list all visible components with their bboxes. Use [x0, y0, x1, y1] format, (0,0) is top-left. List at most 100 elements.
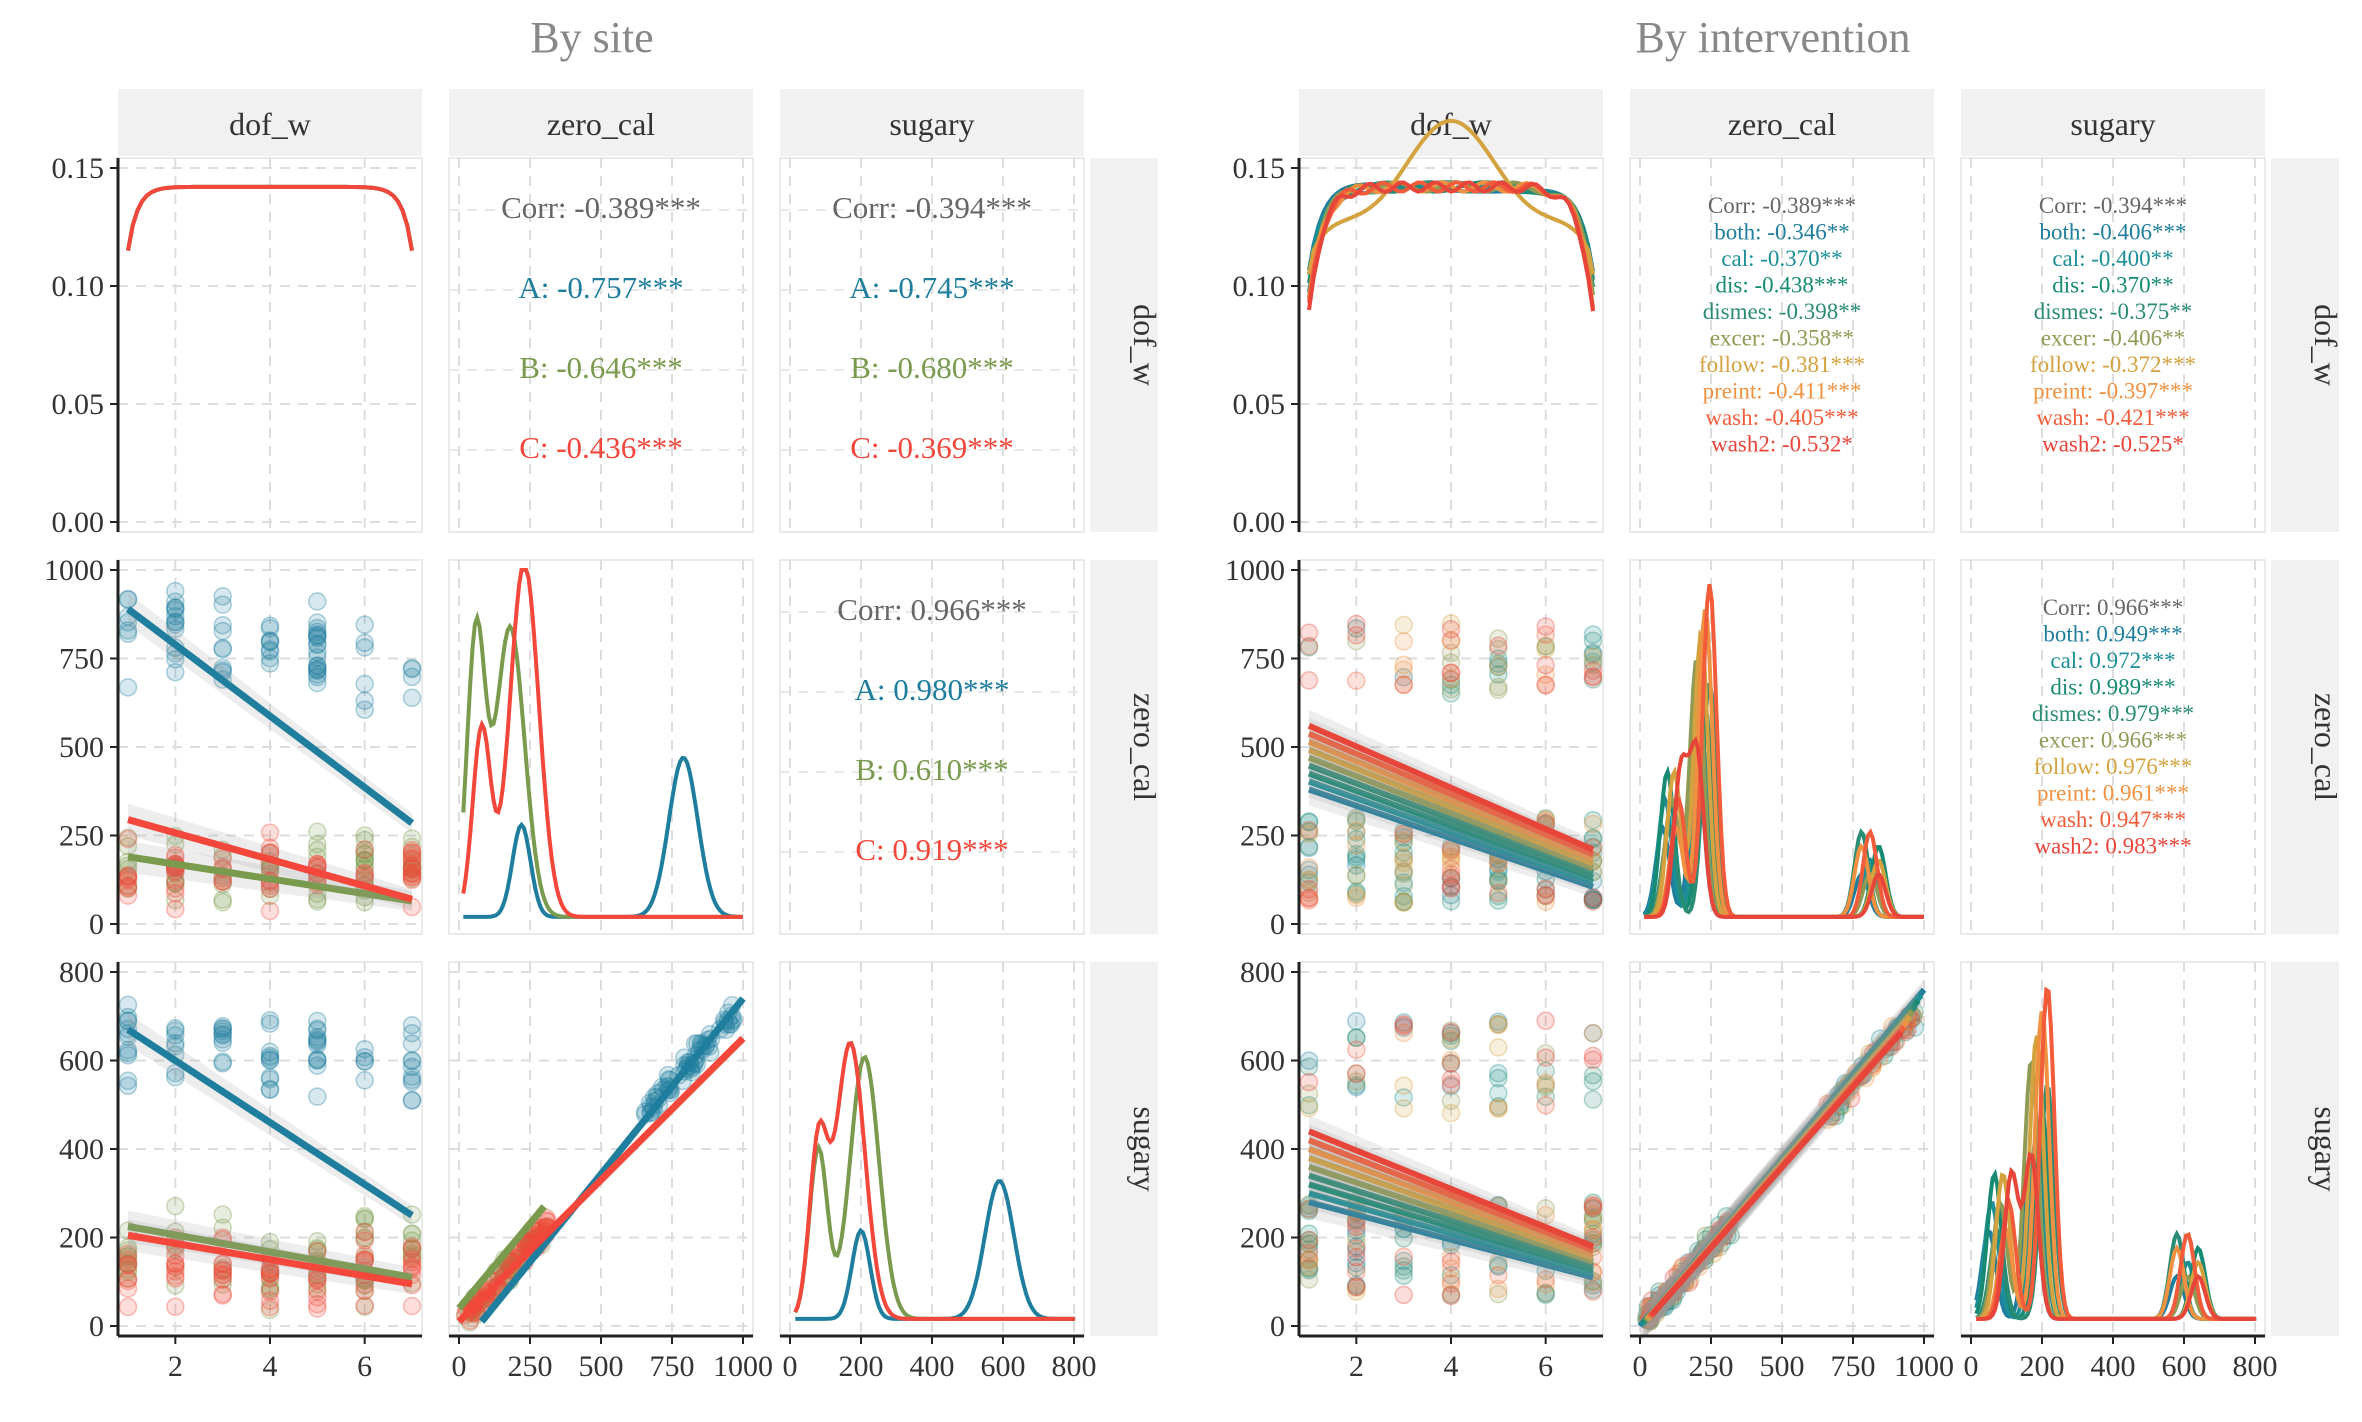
regression-line-C	[127, 1231, 413, 1288]
scatter-point-A	[308, 1035, 327, 1055]
scatter-point-wash	[1583, 667, 1603, 686]
scatter-point-follow	[1583, 1220, 1603, 1239]
scatter-point-wash2	[1536, 655, 1555, 675]
scatter-point-B	[402, 837, 422, 857]
y-tick-label: 0	[89, 1310, 104, 1343]
corr-label-dismes: dismes: 0.979***	[2032, 701, 2194, 726]
scatter-point-A	[402, 659, 422, 679]
scatter-point-dismes	[1441, 892, 1461, 911]
scatter-point-C	[355, 1231, 374, 1250]
scatter-point-A	[166, 1021, 185, 1040]
regression-line-preint	[1307, 1146, 1595, 1257]
scatter-point-A	[355, 674, 374, 694]
regression-line-both	[1308, 786, 1594, 890]
corr-label-wash2: wash2: -0.532*	[1711, 432, 1853, 457]
scatter-point-wash2	[1441, 663, 1461, 683]
scatter-point-cal	[1583, 652, 1603, 672]
scatter-point-A	[260, 1050, 280, 1069]
by-intervention-matrix: dof_w zero_cal sugarydof_wzero_calsugaryCo…	[1225, 89, 2344, 1383]
scatter-point-B	[260, 1280, 280, 1300]
scatter-point-C	[213, 1260, 232, 1280]
scatter-point-B	[308, 892, 327, 911]
scatter-point-wash2	[1536, 1048, 1555, 1067]
scatter-point-wash	[1441, 1075, 1461, 1094]
row-strip	[2271, 158, 2339, 532]
scatter-point-dis	[1394, 843, 1413, 862]
scatter-point-wash	[1347, 671, 1366, 690]
scatter-point-A	[166, 662, 185, 682]
scatter-point-A	[166, 1067, 185, 1087]
y-tick-label: 800	[1240, 956, 1285, 989]
scatter-point-wash2	[1394, 824, 1413, 844]
scatter-point-dismes	[1583, 1199, 1603, 1218]
scatter-point-A	[213, 1017, 232, 1036]
scatter-point-A	[260, 631, 280, 650]
scatter-point-follow	[1441, 852, 1461, 872]
x-tick-label: 0	[452, 1350, 467, 1383]
scatter-point-B	[260, 1268, 280, 1288]
row-strip-label: dof_w	[2308, 304, 2344, 386]
scatter-point-excer	[1489, 639, 1508, 659]
corr-label-B: B: 0.610***	[855, 752, 1008, 787]
column-strip	[1630, 89, 1934, 156]
scatter-point-C	[213, 1270, 232, 1289]
scatter-point-dis	[1441, 1054, 1461, 1073]
scatter-point-C	[402, 1237, 422, 1256]
corr-label-cal: cal: 0.972***	[2050, 648, 2175, 673]
density-line-C	[793, 1040, 1076, 1321]
scatter-point-B	[308, 834, 327, 854]
scatter-point-excer	[1489, 677, 1508, 697]
scatter-point-A	[308, 660, 327, 680]
scatter-point-cal	[1347, 811, 1366, 831]
scatter-point-dis	[1347, 1258, 1366, 1277]
scatter-point-A	[402, 1057, 422, 1077]
scatter-point-A	[213, 1022, 232, 1041]
scatter-point-A	[213, 1026, 232, 1045]
scatter-point-C	[260, 1264, 280, 1283]
x-tick-label: 0	[1633, 1350, 1648, 1383]
scatter-point-C	[213, 1286, 232, 1305]
scatter-point-preint	[1347, 836, 1366, 855]
corr-label-both: both: -0.406***	[2040, 220, 2187, 245]
y-tick-label: 600	[1240, 1045, 1285, 1078]
y-tick-label: 0	[1270, 1310, 1285, 1343]
corr-label-corr: Corr: -0.389***	[501, 190, 701, 225]
x-tick-label: 200	[2020, 1350, 2065, 1383]
scatter-point-C	[213, 849, 232, 868]
scatter-point-B	[213, 1205, 232, 1224]
scatter-point-A	[260, 1080, 280, 1099]
scatter-point-A	[355, 700, 374, 719]
scatter-point-B	[402, 1224, 422, 1243]
y-tick-label: 400	[1240, 1133, 1285, 1166]
row-strip-label: dof_w	[1127, 304, 1163, 386]
scatter-point-B	[355, 859, 374, 879]
scatter-point-A	[166, 606, 185, 626]
scatter-point-A	[166, 619, 185, 639]
row-strip	[1090, 962, 1158, 1336]
scatter-point-dismes	[1536, 1061, 1555, 1081]
scatter-point-wash2	[1299, 671, 1319, 690]
panel-dof_w-sugary: Corr: -0.394***both: -0.406***cal: -0.40…	[1960, 157, 2266, 533]
scatter-point-cal	[1441, 675, 1461, 695]
panel-zero_cal-sugary: Corr: 0.966*** A: 0.980*** B: 0.610*** C: 0…	[779, 559, 1085, 935]
scatter-point-C	[355, 1245, 374, 1265]
scatter-point-B	[402, 856, 422, 876]
corr-label-dis: dis: -0.370**	[2052, 273, 2173, 298]
scatter-point-dis	[1347, 866, 1366, 885]
scatter-point-B	[213, 890, 232, 909]
scatter-point-excer	[1536, 1077, 1555, 1097]
y-tick-label: 0.05	[1233, 388, 1286, 421]
regression-line-dis	[1307, 770, 1595, 881]
regression-line-A	[126, 1026, 414, 1219]
scatter-point-A	[308, 642, 327, 662]
panel-dof_w-dof_w	[1298, 118, 1604, 533]
scatter-point-A	[355, 691, 374, 710]
scatter-point-cal	[1347, 1242, 1366, 1262]
scatter-point-A	[166, 650, 185, 669]
regression-line-dismes	[1307, 762, 1595, 876]
scatter-point-wash2	[1583, 1050, 1603, 1070]
scatter-point-both	[1347, 1277, 1366, 1296]
scatter-point-dis	[1441, 877, 1461, 897]
scatter-point-B	[355, 1209, 374, 1228]
column-strip	[1961, 89, 2265, 156]
